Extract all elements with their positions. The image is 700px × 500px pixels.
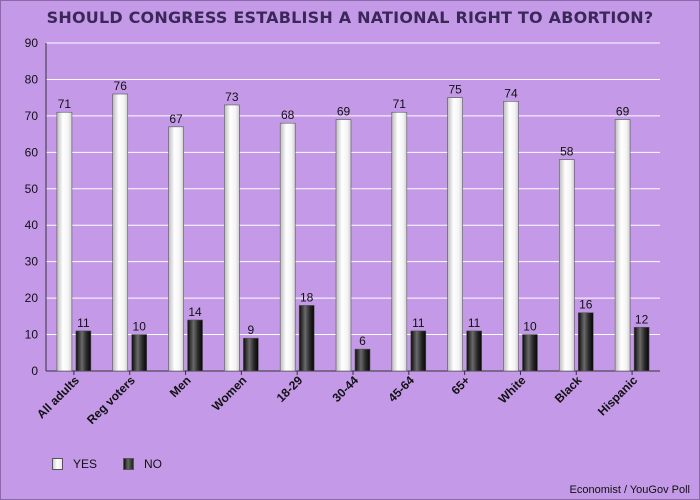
data-label-yes-1: 76 xyxy=(114,79,128,93)
data-label-yes-9: 58 xyxy=(560,145,574,159)
bar-yes-9 xyxy=(558,159,575,372)
bar-no-0 xyxy=(75,330,92,372)
data-label-no-3: 9 xyxy=(248,323,255,337)
bar-no-9 xyxy=(577,312,594,372)
x-tick-label-7: 65+ xyxy=(448,373,472,397)
bar-yes-7 xyxy=(447,97,463,372)
bar-no-2 xyxy=(187,319,203,372)
y-tick-label-50: 50 xyxy=(25,182,39,196)
data-label-yes-3: 73 xyxy=(225,90,239,104)
legend-label-no: NO xyxy=(144,457,163,471)
bar-no-3 xyxy=(243,337,259,372)
bar-no-8 xyxy=(522,334,538,372)
data-label-yes-0: 71 xyxy=(58,97,72,111)
x-tick-label-3: Women xyxy=(209,373,249,413)
bar-yes-1 xyxy=(112,93,129,372)
legend-label-yes: YES xyxy=(73,457,98,471)
y-tick-label-20: 20 xyxy=(25,291,39,305)
data-label-yes-6: 71 xyxy=(393,97,407,111)
bar-yes-0 xyxy=(56,111,73,372)
data-label-yes-10: 69 xyxy=(616,105,630,119)
x-tick-label-0: All adults xyxy=(34,373,82,421)
y-tick-label-70: 70 xyxy=(25,109,39,123)
bar-yes-4 xyxy=(279,122,296,372)
data-label-yes-4: 68 xyxy=(281,108,295,122)
bar-no-10 xyxy=(633,326,650,372)
data-label-no-0: 11 xyxy=(77,316,90,330)
y-tick-label-30: 30 xyxy=(25,255,39,269)
bar-no-1 xyxy=(131,334,148,372)
bar-no-5 xyxy=(354,348,371,372)
bar-no-6 xyxy=(410,330,427,372)
legend-swatch-no xyxy=(123,458,135,470)
x-tick-label-5: 30-44 xyxy=(330,373,362,405)
legend-item-no: NO xyxy=(123,457,162,471)
bar-yes-3 xyxy=(224,104,240,372)
source-note: Economist / YouGov Poll xyxy=(569,484,690,496)
data-label-no-8: 10 xyxy=(523,320,537,334)
x-tick-label-4: 18-29 xyxy=(274,373,306,405)
bar-yes-6 xyxy=(391,111,408,372)
x-tick-label-10: Hispanic xyxy=(595,373,640,418)
data-label-no-9: 16 xyxy=(579,298,593,312)
bar-yes-5 xyxy=(335,119,352,372)
y-tick-label-60: 60 xyxy=(25,145,39,159)
data-label-yes-8: 74 xyxy=(504,86,518,100)
data-label-yes-7: 75 xyxy=(448,83,462,97)
data-label-no-6: 11 xyxy=(412,316,425,330)
bar-yes-8 xyxy=(503,101,519,372)
bar-yes-2 xyxy=(168,126,184,372)
y-tick-label-80: 80 xyxy=(25,72,39,86)
bar-no-7 xyxy=(466,330,482,372)
legend: YES NO xyxy=(52,457,188,471)
x-tick-label-9: Black xyxy=(552,373,585,406)
data-label-no-10: 12 xyxy=(635,312,649,326)
data-label-no-5: 6 xyxy=(359,334,366,348)
data-label-no-4: 18 xyxy=(300,290,314,304)
x-tick-label-2: Men xyxy=(167,373,194,400)
y-tick-label-10: 10 xyxy=(25,328,39,342)
data-label-yes-2: 67 xyxy=(169,112,183,126)
data-label-no-2: 14 xyxy=(188,305,202,319)
x-tick-label-6: 45-64 xyxy=(385,373,417,405)
x-tick-label-8: White xyxy=(496,373,529,406)
legend-item-yes: YES xyxy=(52,457,97,471)
bar-no-4 xyxy=(298,305,315,372)
y-tick-label-90: 90 xyxy=(25,36,39,50)
y-tick-label-40: 40 xyxy=(25,218,39,232)
bar-yes-10 xyxy=(614,119,631,372)
data-label-yes-5: 69 xyxy=(337,105,351,119)
data-label-no-7: 11 xyxy=(468,316,481,330)
data-label-no-1: 10 xyxy=(133,320,147,334)
chart-title: SHOULD CONGRESS ESTABLISH A NATIONAL RIG… xyxy=(46,8,654,27)
x-tick-label-1: Reg voters xyxy=(84,373,138,427)
legend-swatch-yes xyxy=(52,458,63,470)
y-tick-label-0: 0 xyxy=(31,364,38,378)
